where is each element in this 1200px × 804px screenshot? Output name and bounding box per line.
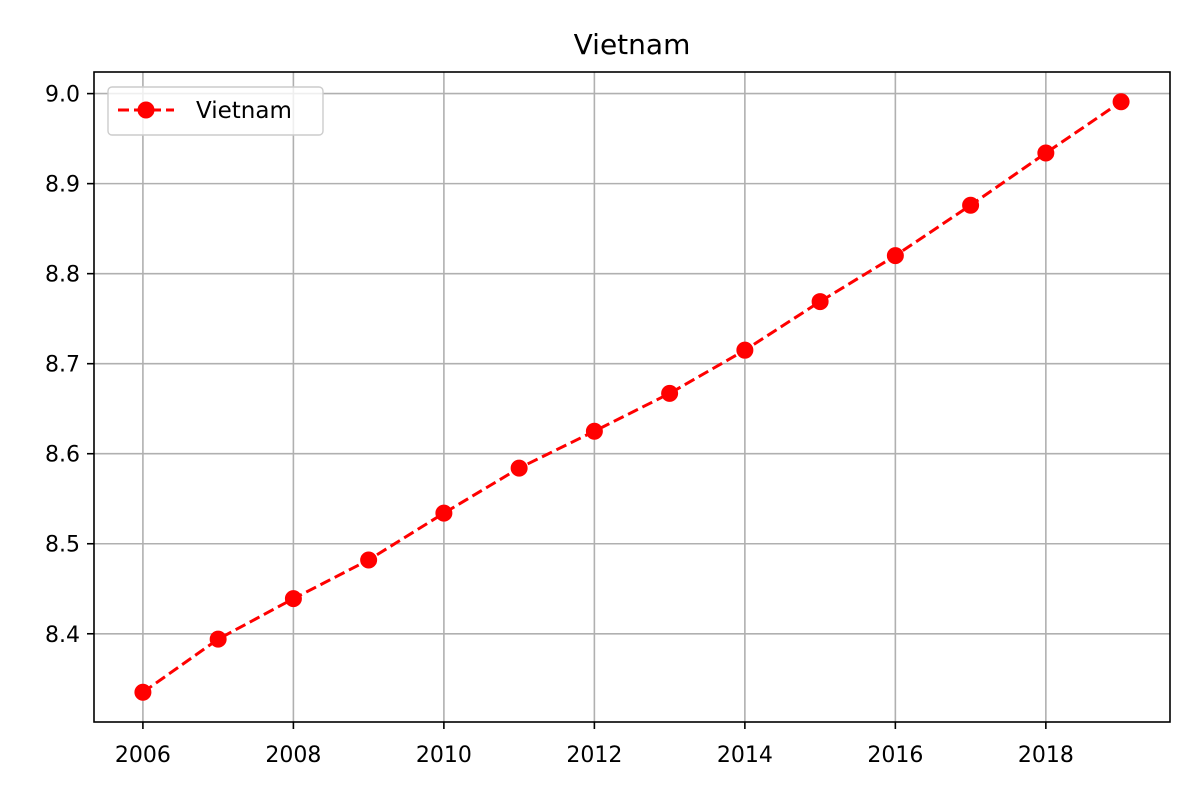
data-point	[1037, 144, 1055, 162]
plot-frame	[93, 71, 1171, 723]
y-tick-label: 9.0	[45, 83, 80, 108]
x-tick-label: 2006	[115, 743, 171, 768]
data-point	[661, 384, 679, 402]
data-point	[1112, 93, 1130, 111]
x-axis: 2006 2008 2010 2012 2014 2016 2018	[115, 722, 1074, 768]
legend-box	[107, 86, 324, 136]
legend: Vietnam	[107, 86, 324, 136]
grid-lines	[94, 72, 1170, 722]
data-point	[284, 590, 302, 608]
chart-title: Vietnam	[574, 28, 691, 61]
x-tick-label: 2018	[1018, 743, 1074, 768]
data-point	[209, 630, 227, 648]
data-point	[736, 341, 754, 359]
x-tick-label: 2012	[566, 743, 622, 768]
data-point	[962, 196, 980, 214]
y-axis: 8.4 8.5 8.6 8.7 8.8 8.9 9.0	[45, 83, 94, 648]
y-tick-label: 8.5	[45, 533, 80, 558]
y-tick-label: 8.4	[45, 623, 80, 648]
series-line	[142, 100, 1122, 694]
y-tick-label: 8.8	[45, 263, 80, 288]
x-tick-label: 2016	[867, 743, 923, 768]
data-point	[360, 551, 378, 569]
y-tick-label: 8.9	[45, 173, 80, 198]
data-point	[435, 504, 453, 522]
data-point	[585, 422, 603, 440]
series-layer	[134, 93, 1130, 701]
data-point	[811, 293, 829, 311]
x-tick-label: 2008	[265, 743, 321, 768]
data-point	[510, 459, 528, 477]
y-tick-label: 8.6	[45, 443, 80, 468]
y-tick-label: 8.7	[45, 353, 80, 378]
x-tick-label: 2014	[717, 743, 773, 768]
x-tick-label: 2010	[416, 743, 472, 768]
data-point	[886, 247, 904, 265]
legend-label: Vietnam	[196, 98, 292, 124]
data-point	[134, 683, 152, 701]
legend-marker	[137, 101, 155, 119]
